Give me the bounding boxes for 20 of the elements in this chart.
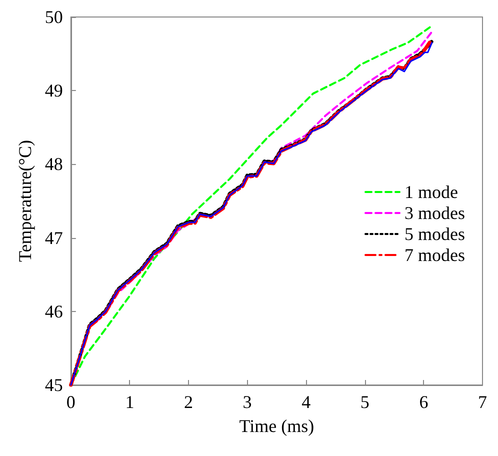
legend-label: 1 mode	[404, 182, 458, 202]
y-tick-label: 46	[44, 301, 63, 322]
x-tick-label: 6	[419, 392, 428, 412]
y-axis-title: Temperature(°C)	[15, 140, 35, 262]
x-tick-label: 2	[184, 392, 193, 412]
x-tick-label: 5	[360, 392, 370, 412]
y-tick-label: 47	[44, 228, 63, 248]
x-tick-label: 4	[302, 392, 311, 412]
y-tick-label: 48	[44, 154, 63, 174]
x-tick-label: 0	[66, 392, 76, 412]
y-tick-label: 49	[44, 80, 63, 101]
legend-label: 5 modes	[404, 224, 466, 244]
y-tick-label: 45	[44, 375, 63, 395]
x-axis-title: Time (ms)	[239, 416, 314, 436]
legend-label: 3 modes	[404, 203, 466, 223]
x-tick-label: 7	[478, 392, 487, 412]
legend-label: 7 modes	[404, 245, 466, 265]
x-tick-label: 3	[242, 392, 252, 412]
y-tick-label: 50	[44, 7, 63, 27]
x-tick-label: 1	[125, 392, 134, 412]
